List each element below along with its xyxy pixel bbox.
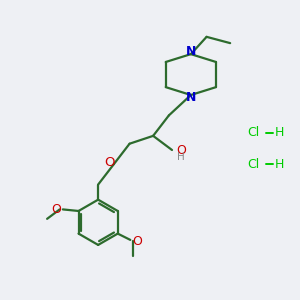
Text: O: O xyxy=(51,203,61,216)
Text: H: H xyxy=(275,126,284,139)
Text: N: N xyxy=(186,45,196,58)
Text: O: O xyxy=(132,235,142,248)
Text: N: N xyxy=(186,91,196,104)
Text: Cl: Cl xyxy=(248,158,260,171)
Text: O: O xyxy=(104,156,114,169)
Text: Cl: Cl xyxy=(248,126,260,139)
Text: H: H xyxy=(275,158,284,171)
Text: H: H xyxy=(177,152,185,162)
Text: O: O xyxy=(176,143,186,157)
